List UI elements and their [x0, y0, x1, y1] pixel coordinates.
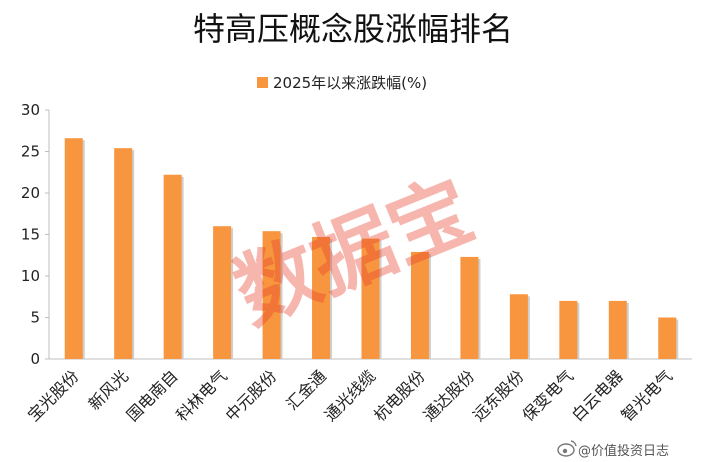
- bar: [262, 231, 281, 359]
- bar: [361, 238, 380, 359]
- bar: [163, 174, 182, 359]
- y-tick-label: 25: [21, 143, 40, 161]
- y-tick-label: 30: [21, 101, 40, 119]
- bar: [410, 251, 429, 359]
- x-tick-label: 远东股份: [469, 366, 528, 425]
- y-tick-label: 0: [30, 350, 40, 368]
- bars: [64, 138, 679, 359]
- bar: [460, 256, 479, 359]
- legend-label: 2025年以来涨跌幅(%): [273, 74, 427, 92]
- credit-text: @价值投资日志: [578, 443, 669, 459]
- bar: [312, 236, 331, 359]
- y-tick-label: 10: [21, 267, 40, 285]
- y-tick-label: 20: [21, 184, 40, 202]
- y-tick-label: 15: [21, 226, 40, 244]
- x-tick-label: 智光电气: [617, 366, 676, 425]
- x-tick-label: 杭电股份: [370, 366, 429, 425]
- x-tick-label: 中元股份: [222, 366, 281, 425]
- bar: [658, 317, 677, 359]
- y-tick-label: 5: [30, 309, 40, 327]
- bar: [608, 300, 627, 359]
- x-tick-label: 通达股份: [420, 366, 479, 425]
- credit: @价值投资日志: [557, 440, 669, 459]
- x-tick-label: 通光线缆: [321, 366, 380, 425]
- chart-title: 特高压概念股涨幅排名: [193, 10, 513, 48]
- bar: [64, 138, 83, 359]
- x-tick-label: 宝光股份: [24, 366, 83, 425]
- bar: [114, 148, 133, 359]
- legend: 2025年以来涨跌幅(%): [257, 74, 427, 92]
- x-tick-label: 汇金通: [282, 366, 329, 413]
- bar: [213, 226, 232, 359]
- x-tick-label: 保变电气: [518, 366, 577, 425]
- bar: [509, 294, 528, 359]
- x-tick-label: 科林电气: [172, 366, 231, 425]
- weibo-icon: [557, 440, 577, 457]
- x-tick-label: 白云电器: [568, 366, 627, 425]
- watermark: 数据宝: [222, 163, 486, 343]
- y-axis-ticks: 0 5 10 15 20 25 30: [21, 101, 49, 368]
- x-tick-label: 国电南自: [123, 366, 182, 425]
- x-tick-label: 新风光: [85, 366, 132, 413]
- legend-swatch: [257, 77, 268, 88]
- bar: [559, 300, 578, 359]
